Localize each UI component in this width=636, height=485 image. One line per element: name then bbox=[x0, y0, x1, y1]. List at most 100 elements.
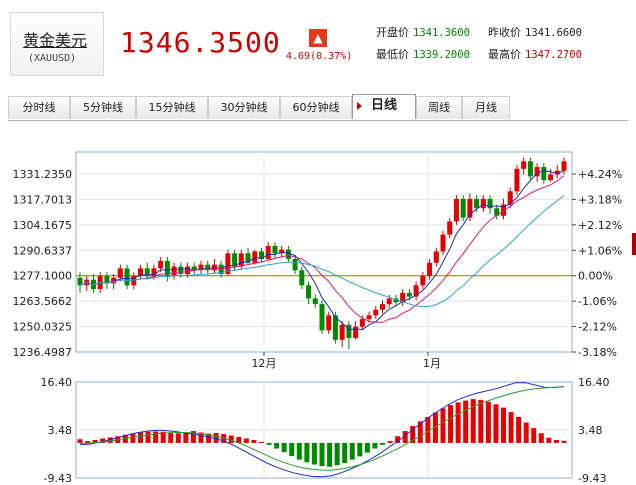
ma10-line bbox=[79, 175, 565, 323]
active-tab-marker-icon bbox=[357, 102, 362, 110]
tab-5min[interactable]: 5分钟线 bbox=[70, 96, 136, 119]
tab-monthly[interactable]: 月线 bbox=[462, 96, 510, 119]
candle-body bbox=[198, 264, 204, 271]
macd-bar bbox=[485, 401, 491, 443]
candle-body bbox=[467, 198, 473, 218]
tab-30min[interactable]: 30分钟线 bbox=[208, 96, 280, 119]
tab-label: 15分钟线 bbox=[148, 101, 196, 114]
candle-body bbox=[380, 304, 385, 310]
macd-bar bbox=[531, 428, 537, 443]
candle-body bbox=[319, 304, 325, 331]
instrument-code: (XAUUSD) bbox=[28, 53, 77, 64]
candle-body bbox=[474, 198, 480, 209]
macd-bar bbox=[372, 442, 378, 449]
x-tick-label: 12月 bbox=[252, 357, 277, 370]
instrument-box[interactable]: 黄金美元 (XAUUSD) bbox=[10, 12, 104, 76]
candle-body bbox=[265, 245, 271, 259]
macd-dea-line bbox=[79, 386, 565, 471]
candle-body bbox=[440, 234, 446, 252]
indicator-left-tick: -9.43 bbox=[44, 472, 72, 485]
tab-label: 分时线 bbox=[22, 101, 56, 114]
macd-bar bbox=[349, 442, 355, 460]
indicator-left-tick: 16.40 bbox=[41, 376, 73, 389]
candle-body bbox=[554, 170, 560, 175]
tab-15min[interactable]: 15分钟线 bbox=[136, 96, 208, 119]
right-tick-label: -3.18% bbox=[578, 346, 617, 359]
macd-bar bbox=[266, 442, 272, 445]
macd-bar bbox=[553, 439, 559, 443]
candle-body bbox=[527, 161, 533, 177]
candle-body bbox=[366, 315, 372, 320]
candle-body bbox=[386, 298, 392, 305]
candle-body bbox=[433, 251, 439, 263]
candle-body bbox=[232, 253, 238, 267]
tab-weekly[interactable]: 周线 bbox=[416, 96, 462, 119]
candle-body bbox=[191, 266, 197, 271]
candle-body bbox=[312, 298, 318, 305]
instrument-name[interactable]: 黄金美元 bbox=[23, 31, 88, 50]
left-tick-label: 1290.6337 bbox=[13, 244, 73, 257]
candle-body bbox=[185, 266, 191, 275]
candle-body bbox=[453, 198, 459, 222]
candle-body bbox=[332, 315, 338, 340]
macd-bar bbox=[77, 439, 83, 443]
ma5-line bbox=[79, 170, 565, 331]
prev-close: 昨收价 1341.6600 bbox=[488, 24, 582, 40]
macd-bar bbox=[470, 399, 476, 443]
period-tabs: 分时线 5分钟线 15分钟线 30分钟线 60分钟线 日线 周线 月线 bbox=[8, 94, 628, 121]
ma20-line bbox=[79, 195, 565, 308]
candle-body bbox=[480, 198, 486, 209]
macd-bar bbox=[100, 438, 106, 443]
candle-body bbox=[117, 268, 123, 278]
candle-body bbox=[487, 198, 493, 209]
prev-close-value: 1341.6600 bbox=[525, 27, 582, 39]
tab-label: 30分钟线 bbox=[220, 101, 268, 114]
open-price-value: 1341.3600 bbox=[413, 27, 470, 39]
candle-body bbox=[205, 264, 211, 271]
tab-label: 5分钟线 bbox=[83, 101, 123, 114]
left-tick-label: 1304.1675 bbox=[13, 219, 73, 232]
macd-bar bbox=[425, 416, 431, 443]
candle-body bbox=[259, 251, 264, 259]
macd-bar bbox=[538, 433, 544, 443]
macd-bar bbox=[334, 442, 340, 466]
tab-daily[interactable]: 日线 bbox=[352, 94, 416, 119]
candle-body bbox=[507, 191, 513, 205]
candle-body bbox=[373, 309, 379, 316]
macd-bar bbox=[259, 441, 264, 443]
macd-bar bbox=[463, 400, 469, 443]
macd-bar bbox=[508, 412, 514, 443]
candle-body bbox=[346, 324, 352, 338]
candle-body bbox=[238, 253, 244, 267]
tab-timeshare[interactable]: 分时线 bbox=[8, 96, 70, 119]
candle-body bbox=[514, 168, 520, 192]
left-tick-label: 1263.5662 bbox=[13, 295, 73, 308]
macd-bar bbox=[85, 441, 91, 443]
candle-body bbox=[541, 166, 547, 181]
candle-body bbox=[326, 315, 332, 331]
indicator-right-tick: 16.40 bbox=[578, 376, 610, 389]
candle-body bbox=[306, 285, 312, 299]
macd-bar bbox=[198, 432, 204, 443]
macd-bar bbox=[236, 437, 242, 443]
macd-bar bbox=[311, 442, 317, 465]
panel-edge-marker bbox=[632, 233, 636, 255]
candle-body bbox=[413, 285, 419, 297]
macd-bar bbox=[493, 404, 499, 443]
macd-bar bbox=[546, 437, 552, 443]
tab-label: 月线 bbox=[475, 101, 497, 114]
x-tick-label: 1月 bbox=[423, 357, 441, 370]
candle-body bbox=[460, 198, 466, 218]
macd-bar bbox=[130, 433, 136, 443]
macd-bar bbox=[402, 431, 408, 443]
tab-60min[interactable]: 60分钟线 bbox=[280, 96, 352, 119]
candle-body bbox=[561, 161, 567, 171]
right-tick-label: +1.06% bbox=[578, 244, 622, 257]
macd-bar bbox=[281, 442, 287, 453]
candle-body bbox=[534, 166, 540, 177]
macd-bar bbox=[327, 442, 333, 467]
candle-body bbox=[158, 260, 164, 269]
macd-bar bbox=[395, 436, 401, 443]
macd-bar bbox=[168, 432, 174, 443]
